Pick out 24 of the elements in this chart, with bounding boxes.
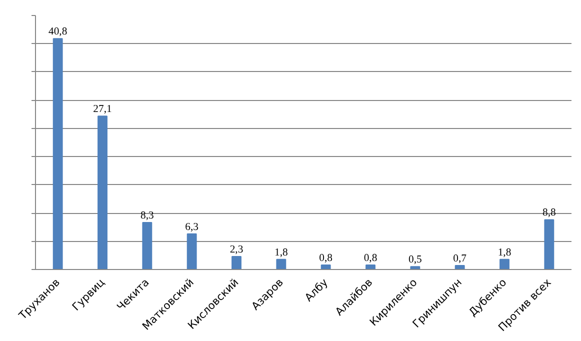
data-label: 27,1 (93, 104, 112, 116)
bar (142, 222, 152, 270)
bar (410, 266, 420, 270)
data-label: 0,8 (364, 252, 378, 264)
bar (186, 233, 197, 270)
data-label: 0,8 (319, 252, 332, 264)
data-label: 40,8 (48, 26, 68, 38)
bar (232, 256, 242, 270)
data-label: 0,7 (453, 254, 468, 265)
bar (500, 258, 510, 270)
bar (544, 219, 554, 270)
data-label: 0,5 (408, 254, 422, 266)
data-label: 1,8 (498, 247, 512, 258)
bar (52, 38, 63, 270)
data-label: 8,8 (542, 208, 556, 219)
bar (320, 264, 331, 270)
bar (276, 258, 286, 270)
bar (454, 265, 465, 270)
data-label: 8,3 (140, 210, 154, 222)
bar (98, 116, 108, 270)
data-label: 1,8 (274, 247, 288, 258)
bar (366, 264, 376, 270)
data-label: 6,3 (185, 222, 198, 233)
data-label: 2,3 (230, 244, 244, 256)
